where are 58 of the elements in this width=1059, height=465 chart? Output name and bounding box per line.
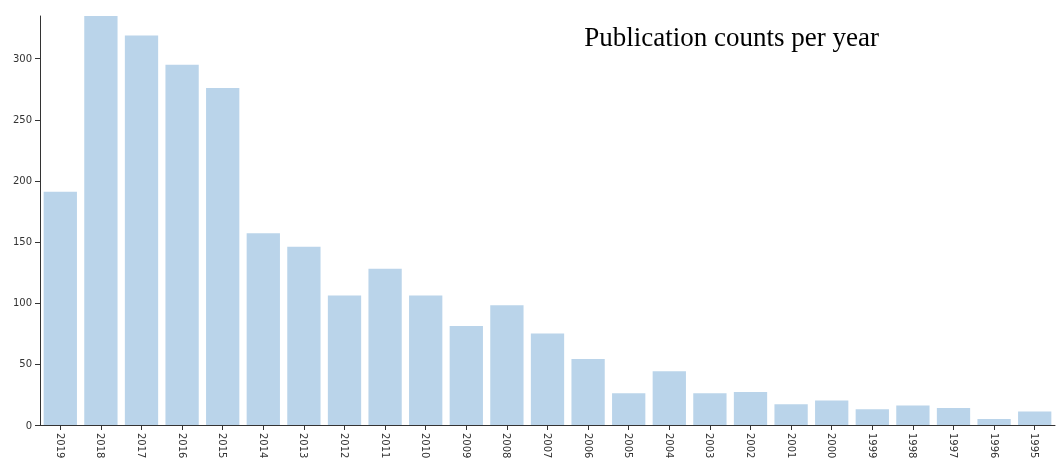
bar [571, 359, 605, 425]
y-tick-label: 300 [12, 53, 32, 65]
x-tick-label: 2007 [542, 433, 553, 459]
bar [206, 88, 240, 425]
x-tick-label: 2018 [95, 433, 107, 459]
bar [327, 295, 362, 425]
x-tick-label: 2012 [339, 433, 350, 459]
x-tick-label: 2008 [501, 433, 513, 459]
y-tick-label: 0 [25, 419, 32, 431]
bar [693, 393, 727, 425]
x-tick-label: 2010 [420, 433, 432, 459]
x-tick-label: 2002 [745, 433, 756, 459]
bar [612, 393, 646, 425]
bar [774, 404, 808, 425]
bar [409, 295, 443, 425]
bar [896, 405, 930, 425]
x-tick-label: 2000 [826, 433, 838, 459]
y-tick-label: 50 [19, 358, 32, 370]
chart-title: Publication counts per year [584, 21, 880, 52]
x-tick-label: 2014 [257, 433, 269, 459]
bar [124, 35, 159, 425]
bar [530, 333, 565, 425]
x-tick-label: 1997 [948, 433, 959, 459]
bar [165, 64, 199, 425]
x-tick-label: 2015 [217, 433, 229, 459]
bar [652, 371, 686, 425]
x-tick-label: 2019 [54, 433, 66, 459]
bar [246, 233, 280, 425]
y-tick-label: 200 [12, 175, 32, 187]
bar [43, 191, 77, 425]
bar [84, 16, 118, 425]
x-tick-label: 2001 [785, 433, 797, 459]
x-tick-label: 1999 [866, 433, 878, 459]
bar [733, 392, 768, 425]
x-tick-label: 1996 [988, 433, 1000, 459]
bar [287, 246, 321, 425]
bar [936, 407, 971, 425]
x-tick-label: 2003 [704, 433, 716, 459]
x-tick-label: 1995 [1029, 433, 1041, 459]
bar [449, 326, 483, 425]
bar [490, 305, 524, 425]
x-tick-label: 2011 [379, 433, 391, 459]
bar [1018, 411, 1052, 425]
x-tick-label: 2006 [582, 433, 594, 459]
y-tick-label: 100 [12, 297, 32, 309]
bar [368, 268, 402, 425]
x-tick-label: 2013 [298, 433, 310, 459]
bar [815, 400, 849, 425]
x-tick-label: 2009 [460, 433, 472, 459]
x-tick-label: 2016 [176, 433, 188, 459]
x-tick-label: 2005 [623, 433, 635, 459]
y-tick-label: 250 [12, 114, 32, 126]
x-tick-label: 2017 [136, 433, 147, 459]
bar [977, 418, 1011, 425]
bar [855, 409, 889, 425]
x-tick-label: 2004 [663, 433, 675, 459]
y-tick-label: 150 [12, 236, 32, 248]
x-tick-label: 1998 [907, 433, 919, 459]
